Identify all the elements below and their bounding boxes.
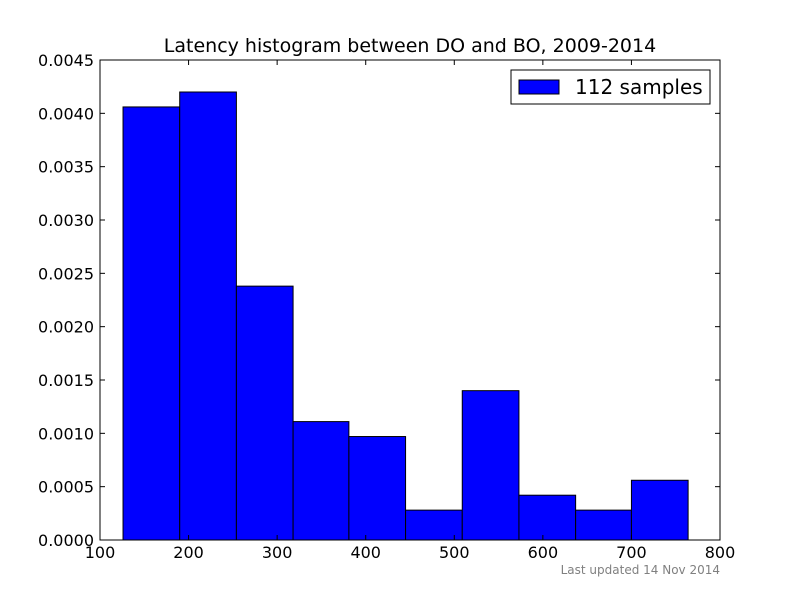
x-tick-label: 600 <box>528 543 559 562</box>
histogram-bar <box>461 390 520 541</box>
y-tick-label: 0.0025 <box>38 264 94 283</box>
x-axis-ticks: 100 200 300 400 500 600 700 800 <box>85 60 736 562</box>
histogram-bar <box>235 285 294 541</box>
y-axis-ticks: 0.0000 0.0005 0.0010 0.0015 0.0020 0.0025 0.00… <box>38 51 720 550</box>
legend-swatch <box>518 79 560 95</box>
x-tick-label: 700 <box>616 543 647 562</box>
plot-frame <box>99 59 721 541</box>
chart-title: Latency histogram between DO and BO, 200… <box>164 35 656 57</box>
histogram-bar <box>348 436 407 541</box>
histogram-bar <box>518 494 577 541</box>
x-tick-label: 100 <box>85 543 116 562</box>
histogram-bar <box>630 479 689 541</box>
x-tick-label: 200 <box>173 543 204 562</box>
y-tick-label: 0.0030 <box>38 211 94 230</box>
y-tick-label: 0.0000 <box>38 531 94 550</box>
x-tick-label: 400 <box>350 543 381 562</box>
y-tick-label: 0.0035 <box>38 158 94 177</box>
histogram-bar <box>292 421 350 541</box>
legend: 112 samples <box>510 69 711 105</box>
y-tick-label: 0.0020 <box>38 318 94 337</box>
histogram-bar <box>122 106 181 541</box>
y-tick-label: 0.0040 <box>38 104 94 123</box>
bars-layer <box>122 91 689 541</box>
y-tick-label: 0.0015 <box>38 371 94 390</box>
y-tick-label: 0.0045 <box>38 51 94 70</box>
x-tick-label: 300 <box>262 543 293 562</box>
histogram-bar <box>179 91 237 541</box>
footnote: Last updated 14 Nov 2014 <box>561 563 720 577</box>
y-tick-label: 0.0005 <box>38 478 94 497</box>
histogram-bar <box>575 509 632 541</box>
y-tick-label: 0.0010 <box>38 424 94 443</box>
x-tick-label: 500 <box>439 543 470 562</box>
x-tick-label: 800 <box>705 543 736 562</box>
histogram-bar <box>405 509 463 541</box>
legend-label: 112 samples <box>575 75 703 99</box>
